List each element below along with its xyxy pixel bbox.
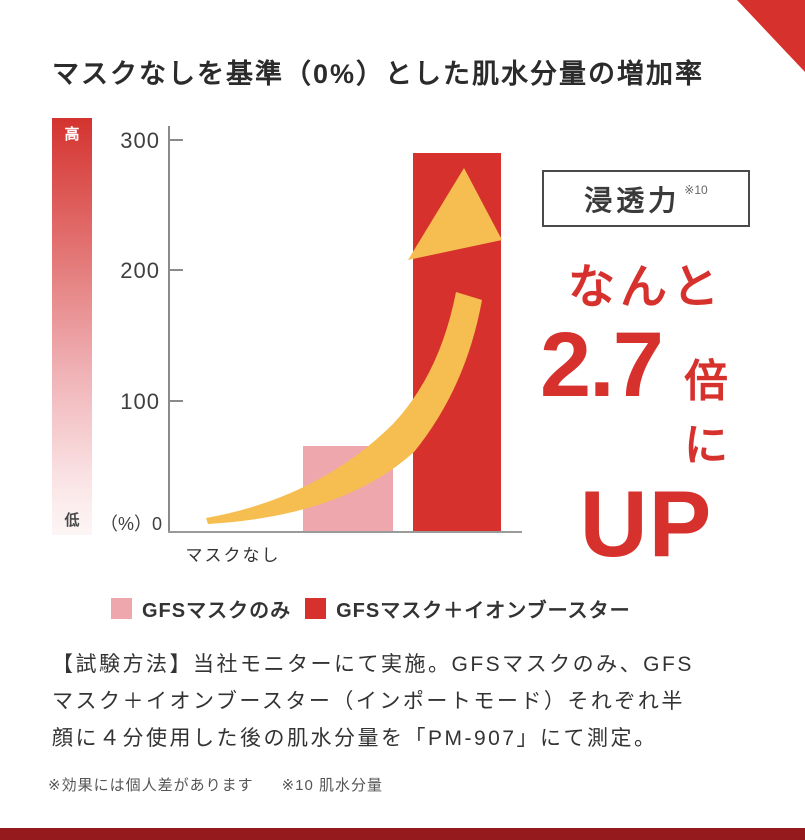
scale-low-label: 低: [64, 512, 80, 529]
legend-swatch: [305, 598, 327, 619]
x-axis-baseline: [168, 531, 522, 533]
bottom-divider-bar: [0, 828, 805, 840]
multiplier-suffix: 倍に: [683, 357, 730, 470]
test-method-line-1: 【試験方法】当社モニターにて実施。GFSマスクのみ、GFS: [52, 653, 694, 676]
y-tick-mark: [170, 269, 183, 272]
footnote-disclaimer: ※効果には個人差があります: [48, 777, 254, 794]
footnote-note10: ※10 肌水分量: [281, 777, 383, 794]
legend-swatch: [111, 598, 132, 619]
y-axis-line: [168, 126, 170, 533]
multiplier-number: 2.7: [540, 314, 664, 416]
penetration-badge-footnote-ref: ※10: [684, 182, 708, 197]
test-method-line-3: 顔に４分使用した後の肌水分量を「PM-907」にて測定。: [52, 727, 658, 750]
legend-label: GFSマスク＋イオンブースター: [336, 600, 631, 622]
y-tick-label: 100: [120, 388, 160, 414]
legend-item: GFSマスクのみ: [111, 594, 291, 623]
test-method-line-2: マスク＋イオンブースター（インポートモード）それぞれ半: [52, 690, 685, 713]
callout-up-text: UP: [579, 471, 713, 576]
callout-multiplier: 2.7 倍に: [540, 319, 752, 473]
y-tick-mark: [170, 139, 183, 141]
x-tick-label-no-mask: マスクなし: [185, 546, 281, 565]
scale-high-label: 高: [64, 126, 80, 143]
growth-arrow-icon: [206, 168, 502, 524]
penetration-badge: 浸透力 ※10: [542, 170, 750, 227]
y-tick-label: 200: [120, 258, 160, 284]
footnotes: ※効果には個人差があります ※10 肌水分量: [48, 774, 383, 795]
callout-column: 浸透力 ※10 なんと 2.7 倍に UP: [540, 170, 752, 571]
chart-legend: GFSマスクのみ GFSマスク＋イオンブースター: [111, 594, 631, 623]
legend-item: GFSマスク＋イオンブースター: [305, 594, 631, 623]
penetration-badge-label: 浸透力: [584, 184, 681, 216]
legend-label: GFSマスクのみ: [142, 600, 292, 622]
y-tick-mark: [170, 399, 183, 402]
chart-title: マスクなしを基準（0%）とした肌水分量の増加率: [52, 59, 705, 89]
y-tick-label: 300: [120, 128, 160, 153]
y-axis-zero-unit-label: （%）0: [99, 514, 162, 534]
test-method-paragraph: 【試験方法】当社モニターにて実施。GFSマスクのみ、GFS マスク＋イオンブース…: [52, 646, 772, 757]
callout-lead-text: なんと: [568, 260, 724, 313]
moisture-gradient-scale: 高 低: [52, 118, 92, 535]
